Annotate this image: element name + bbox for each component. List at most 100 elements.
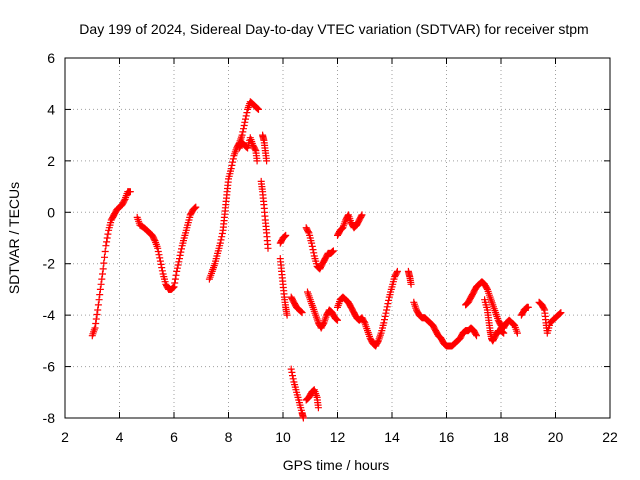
data-point (540, 305, 548, 313)
x-tick-label: 8 (225, 429, 233, 445)
data-point (385, 296, 393, 304)
series-arc3 (205, 98, 262, 283)
y-tick-label: -8 (43, 410, 56, 426)
y-tick-label: -6 (43, 359, 56, 375)
data-point (473, 332, 480, 340)
data-point (357, 212, 365, 220)
data-point (287, 365, 295, 373)
data-point (319, 320, 327, 328)
data-point (227, 165, 235, 173)
data-point (218, 233, 226, 241)
data-point (360, 318, 368, 326)
data-point (253, 157, 261, 165)
data-point (126, 188, 134, 196)
data-point (374, 338, 382, 346)
data-point (384, 300, 392, 308)
x-tick-label: 2 (61, 429, 69, 445)
data-point (98, 275, 106, 283)
data-point (172, 271, 180, 279)
data-point (156, 257, 164, 265)
data-point (380, 319, 388, 327)
data-point (173, 264, 181, 272)
data-point (100, 259, 108, 267)
series-arc21 (535, 298, 565, 337)
data-point (91, 324, 99, 332)
data-point (334, 316, 341, 324)
data-point (93, 311, 101, 318)
data-point (308, 242, 316, 250)
data-point (263, 157, 271, 165)
data-point (192, 203, 200, 211)
data-point (314, 404, 322, 412)
data-point (120, 197, 128, 205)
data-point (309, 246, 317, 254)
data-point (150, 235, 158, 243)
series-arc4 (235, 134, 261, 165)
data-point (99, 265, 107, 273)
data-point (104, 230, 112, 238)
series-arc9 (287, 293, 306, 317)
series-arc12 (302, 224, 337, 273)
data-point (217, 236, 225, 244)
data-point (500, 329, 508, 337)
data-point (94, 306, 102, 314)
series-arc17 (410, 298, 480, 350)
y-axis-label: SDTVAR / TECUs (6, 182, 22, 294)
data-point (99, 270, 106, 278)
data-point (513, 329, 521, 337)
data-point (92, 315, 100, 323)
data-point (241, 118, 249, 126)
data-point (383, 303, 391, 311)
series-arc1 (88, 188, 134, 340)
data-point (101, 248, 109, 255)
data-point (171, 279, 179, 287)
data-point (228, 161, 236, 169)
axis-ticks: 2 4 6 8 10 12 14 16 18 20 22 -8 -6 -4 -2 0 2 4 6 (43, 50, 618, 445)
series-arc14 (334, 211, 366, 239)
data-point (393, 267, 401, 275)
series-arc13 (304, 288, 341, 332)
data-point (298, 309, 306, 317)
data-point (381, 312, 389, 320)
y-tick-label: -4 (43, 307, 56, 323)
y-tick-label: 4 (47, 101, 55, 117)
data-point (242, 112, 250, 120)
data-point (178, 245, 185, 253)
data-point (407, 280, 415, 288)
data-point (177, 248, 185, 256)
data-point (556, 310, 564, 318)
data-points (88, 98, 565, 422)
x-tick-label: 4 (116, 429, 124, 445)
data-point (333, 316, 341, 324)
data-point (101, 253, 108, 261)
y-tick-label: -2 (43, 256, 56, 272)
x-tick-label: 10 (275, 429, 291, 445)
series-arc11 (302, 386, 322, 412)
y-tick-label: 6 (47, 50, 55, 66)
data-point (358, 211, 366, 219)
data-point (94, 301, 102, 309)
data-point (281, 232, 289, 240)
x-tick-label: 6 (170, 429, 178, 445)
x-tick-label: 16 (439, 429, 455, 445)
data-point (216, 239, 224, 247)
data-point (483, 284, 491, 292)
data-point (174, 261, 182, 269)
data-point (175, 258, 183, 266)
data-point (308, 239, 316, 247)
data-point (304, 228, 312, 236)
series-arc16 (404, 267, 415, 288)
series-arc10 (287, 365, 307, 422)
y-tick-label: 2 (47, 153, 55, 169)
x-tick-label: 22 (602, 429, 618, 445)
data-point (299, 414, 307, 422)
data-point (96, 291, 104, 299)
series-arc15 (334, 267, 401, 350)
data-point (472, 330, 480, 338)
data-point (297, 308, 305, 316)
data-point (240, 125, 247, 133)
data-point (253, 104, 261, 112)
series-arc5 (259, 131, 271, 165)
x-tick-label: 18 (493, 429, 509, 445)
data-point (382, 309, 390, 317)
